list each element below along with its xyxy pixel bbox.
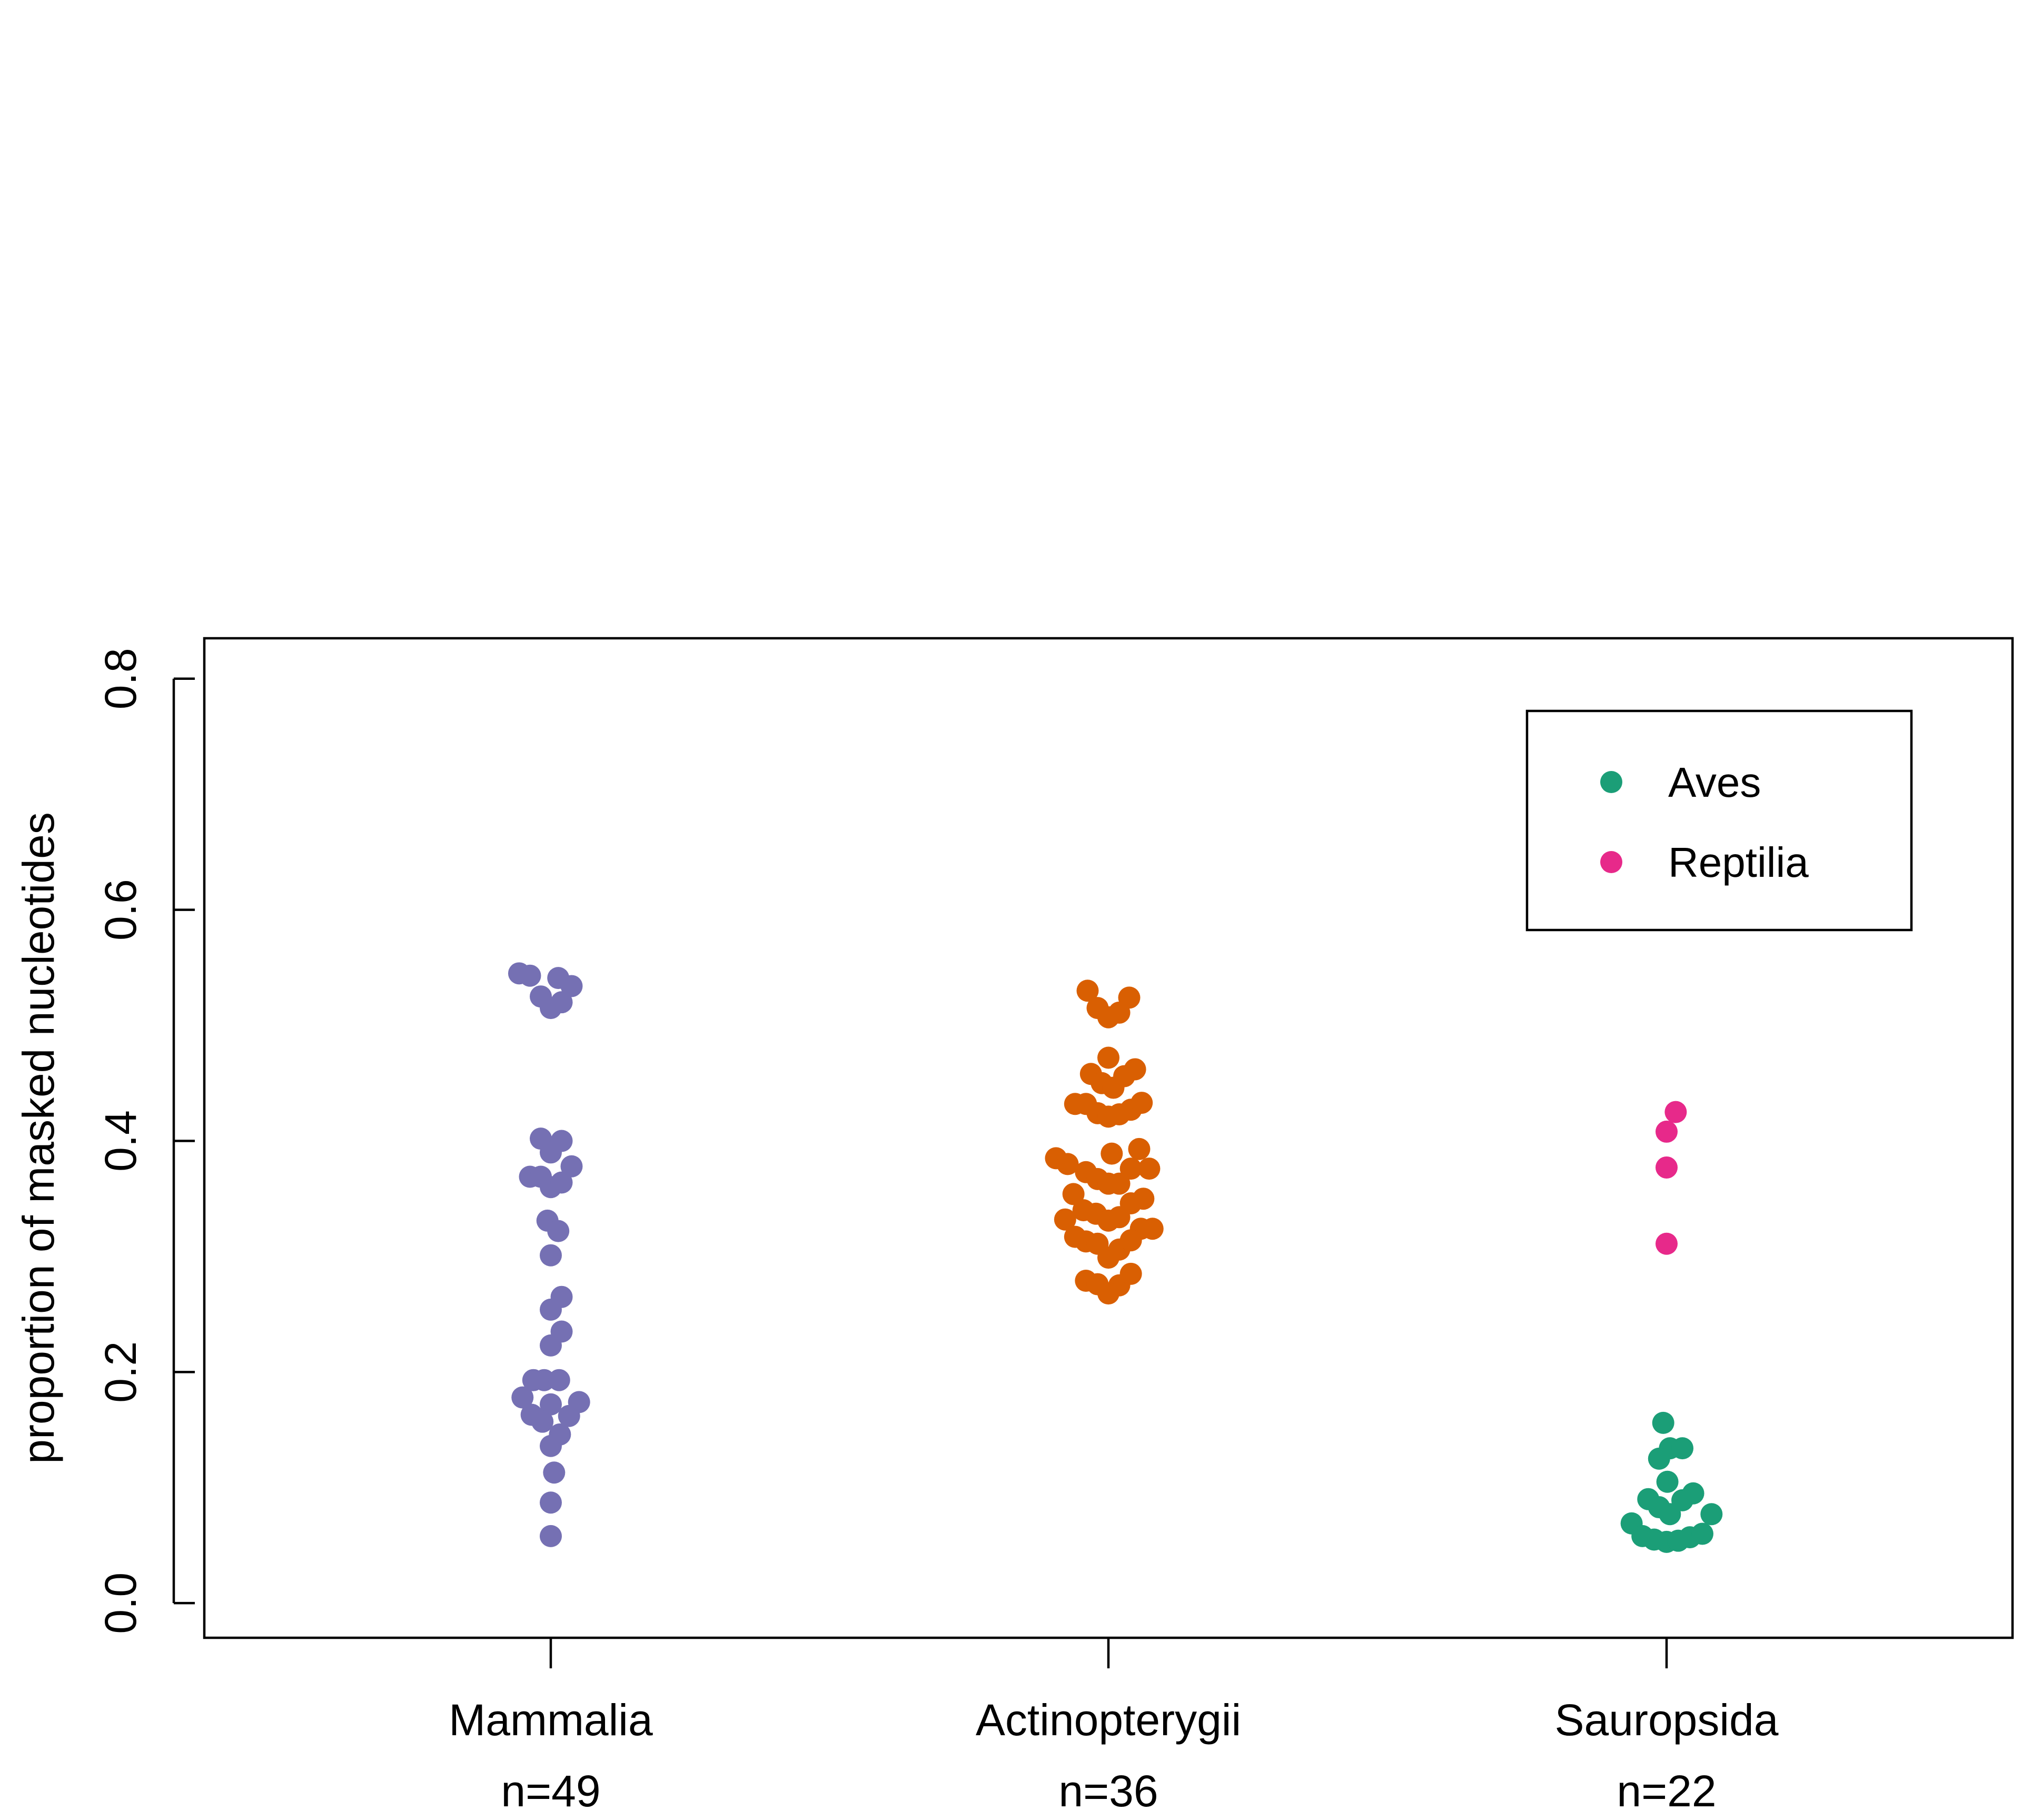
x-category-count: n=49: [501, 1766, 600, 1816]
y-tick-label: 0.0: [96, 1572, 145, 1634]
data-point: [1682, 1482, 1704, 1505]
x-category-label: Actinopterygii: [976, 1695, 1241, 1745]
x-category-label: Sauropsida: [1555, 1695, 1779, 1745]
y-tick-label: 0.2: [96, 1341, 145, 1403]
data-point: [1656, 1470, 1679, 1493]
x-axis: Mammalia n=49 Actinopterygii n=36 Sauropsida…: [449, 1638, 1779, 1816]
data-point: [550, 1130, 573, 1152]
data-point: [550, 1171, 573, 1194]
data-point: [560, 975, 583, 997]
data-point: [1054, 1208, 1076, 1231]
series-reptilia: [1656, 1101, 1687, 1255]
data-point: [540, 1435, 562, 1457]
data-point: [1656, 1120, 1678, 1143]
data-point: [1652, 1411, 1674, 1434]
data-point: [1138, 1158, 1161, 1180]
y-tick-label: 0.6: [96, 879, 145, 941]
data-point: [1056, 1153, 1079, 1175]
data-point: [540, 1491, 562, 1514]
data-point: [543, 1461, 566, 1484]
x-category-count: n=22: [1617, 1766, 1716, 1816]
data-point: [547, 1220, 570, 1242]
data-point: [540, 1525, 562, 1547]
data-point: [1128, 1138, 1151, 1160]
data-point: [1097, 1282, 1119, 1305]
legend-box: [1525, 709, 1913, 932]
data-point: [548, 1369, 570, 1391]
series-mammalia: [508, 962, 590, 1547]
data-point: [1656, 1232, 1678, 1255]
data-point: [540, 1393, 562, 1416]
data-point: [1062, 1183, 1085, 1205]
data-point: [1097, 1247, 1119, 1269]
data-point: [1131, 1092, 1153, 1114]
legend: Aves Reptilia: [1525, 709, 1913, 932]
data-point: [1119, 1262, 1142, 1285]
data-point: [1124, 1058, 1146, 1081]
data-point: [558, 1404, 580, 1427]
data-point: [540, 1334, 562, 1357]
data-point: [1101, 1142, 1123, 1165]
legend-marker: [1600, 771, 1622, 793]
y-axis: 0.0 0.2 0.4 0.6 0.8: [96, 648, 195, 1634]
x-category-count: n=36: [1058, 1766, 1158, 1816]
legend-label: Reptilia: [1668, 839, 1809, 886]
series-aves: [1620, 1411, 1723, 1553]
y-tick-label: 0.4: [96, 1110, 145, 1172]
data-point: [1664, 1101, 1687, 1123]
data-point: [1118, 986, 1141, 1009]
data-point: [1119, 1158, 1142, 1180]
legend-label: Aves: [1668, 759, 1761, 806]
data-point: [550, 991, 573, 1014]
data-point: [1691, 1522, 1713, 1545]
data-point: [1119, 1229, 1142, 1252]
data-point: [1656, 1156, 1678, 1179]
data-point: [540, 1244, 562, 1267]
x-category-label: Mammalia: [449, 1695, 653, 1745]
data-point: [531, 1410, 554, 1433]
data-point: [1671, 1437, 1694, 1460]
data-point: [511, 1386, 534, 1409]
y-tick-label: 0.8: [96, 648, 145, 709]
data-points: [508, 962, 1723, 1553]
data-point: [1108, 1206, 1131, 1229]
data-point: [550, 1285, 573, 1308]
data-point: [1141, 1218, 1164, 1240]
data-point: [519, 964, 541, 987]
y-axis-title: proportion of masked nucleotides: [14, 812, 63, 1463]
data-point: [1648, 1447, 1670, 1470]
legend-marker: [1600, 851, 1622, 873]
data-point: [1097, 1046, 1119, 1069]
data-point: [1076, 980, 1099, 1002]
data-point: [1700, 1503, 1723, 1526]
series-actinopterygii: [1045, 980, 1164, 1305]
data-point: [560, 1155, 583, 1178]
data-point: [1108, 1172, 1131, 1195]
